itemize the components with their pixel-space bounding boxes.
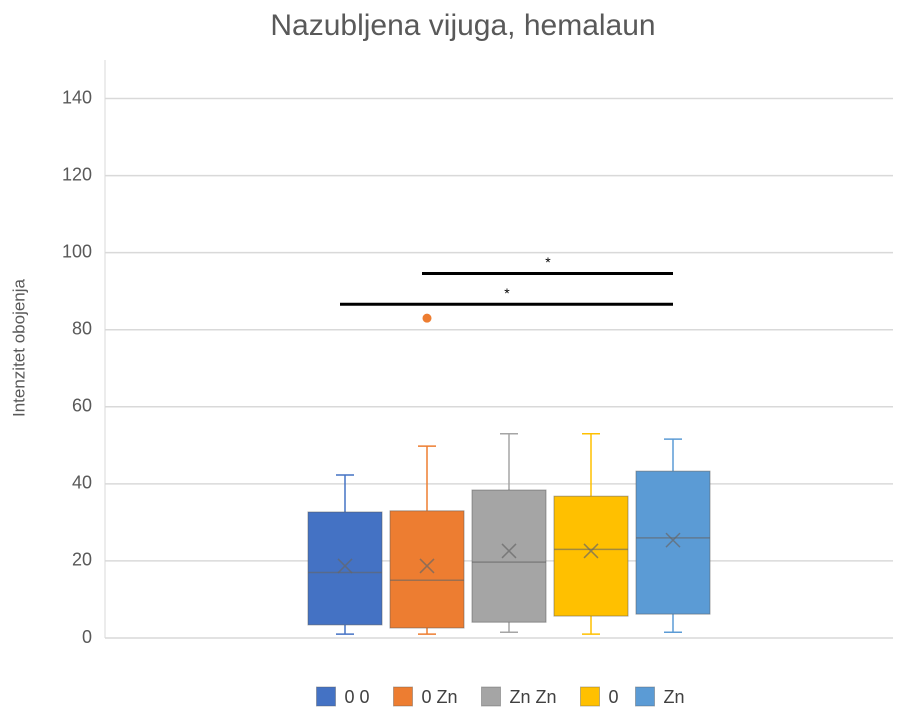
y-tick-label: 80 [72, 318, 92, 338]
legend-label: 0 Zn [422, 687, 458, 707]
legend-swatch [316, 686, 336, 707]
y-axis-label: Intenzitet obojenja [9, 278, 28, 417]
box [307, 511, 383, 626]
y-tick-label: 120 [62, 164, 92, 184]
box [471, 489, 547, 623]
chart-title: Nazubljena vijuga, hemalaun [270, 9, 655, 42]
legend-label: 0 [609, 687, 619, 707]
mean-marker [501, 543, 517, 559]
mean-marker [337, 558, 353, 574]
y-tick-label: 140 [62, 87, 92, 107]
significance-label: * [504, 285, 510, 301]
box [553, 495, 629, 617]
y-tick-label: 40 [72, 473, 92, 493]
legend-swatch [481, 686, 501, 707]
y-tick-label: 100 [62, 241, 92, 261]
box [389, 510, 465, 629]
box [635, 470, 711, 615]
legend-label: 0 0 [345, 687, 370, 707]
y-tick-label: 0 [82, 627, 92, 647]
legend-swatch [635, 686, 655, 707]
y-tick-label: 60 [72, 396, 92, 416]
mean-marker [665, 532, 681, 548]
legend-label: Zn Zn [510, 687, 557, 707]
legend-label: Zn [664, 687, 685, 707]
outlier [422, 313, 432, 323]
y-tick-label: 20 [72, 550, 92, 570]
mean-marker [419, 558, 435, 574]
legend-swatch [393, 686, 413, 707]
legend-swatch [580, 686, 600, 707]
mean-marker [583, 543, 599, 559]
significance-label: * [545, 254, 551, 270]
